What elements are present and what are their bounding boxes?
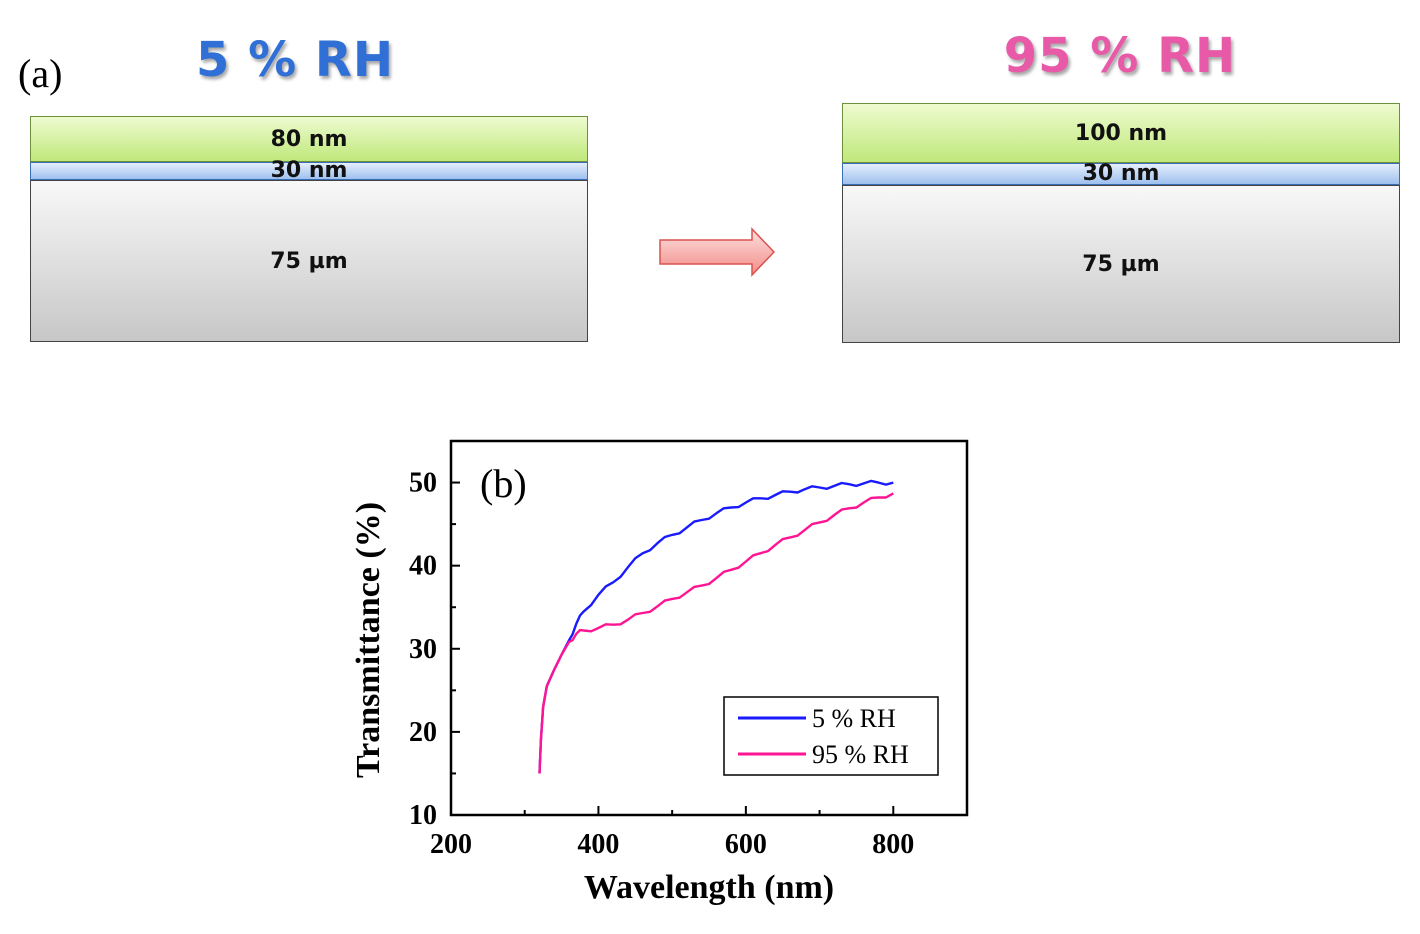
x-axis-label: Wavelength (nm)	[584, 869, 834, 906]
y-tick-label: 50	[409, 468, 437, 499]
y-tick-label: 20	[409, 717, 437, 748]
y-tick-label: 10	[409, 800, 437, 831]
right-substrate-label: 75 µm	[1082, 251, 1160, 277]
legend-box	[723, 696, 939, 776]
x-tick-label: 400	[577, 829, 619, 860]
right-layer-stack: 100 nm 30 nm 75 µm	[842, 103, 1402, 345]
left-top-layer: 80 nm	[30, 116, 588, 162]
plot-frame	[449, 439, 969, 817]
panel-b-label: (b)	[480, 461, 527, 506]
right-condition-title: 95 % RH	[1003, 28, 1237, 84]
series-line-95rh	[538, 492, 894, 774]
left-middle-layer-label: 30 nm	[270, 158, 348, 183]
x-tick-label: 600	[725, 829, 767, 860]
left-middle-layer	[30, 162, 588, 180]
left-layer-stack: 80 nm 30 nm 75 µm	[30, 116, 590, 344]
right-middle-layer	[842, 163, 1400, 185]
left-top-layer-label: 80 nm	[270, 126, 348, 152]
right-top-layer-label: 100 nm	[1074, 120, 1168, 146]
transition-arrow-icon	[659, 227, 776, 277]
x-tick-label: 200	[430, 829, 472, 860]
left-substrate: 75 µm	[30, 180, 588, 342]
left-substrate-label: 75 µm	[270, 248, 348, 274]
panel-a-label: (a)	[18, 51, 63, 96]
y-tick-label: 30	[409, 634, 437, 665]
right-substrate: 75 µm	[842, 185, 1400, 343]
x-tick-label: 800	[872, 829, 914, 860]
right-top-layer: 100 nm	[842, 103, 1400, 163]
y-axis-label: Transmittance (%)	[350, 502, 387, 778]
y-tick-label: 40	[409, 551, 437, 582]
right-middle-layer-label: 30 nm	[1082, 161, 1160, 186]
legend-label-95rh: 95 % RH	[812, 740, 909, 769]
left-condition-title: 5 % RH	[195, 32, 395, 88]
legend-label-5rh: 5 % RH	[812, 704, 896, 733]
series-line-5rh	[538, 479, 894, 774]
